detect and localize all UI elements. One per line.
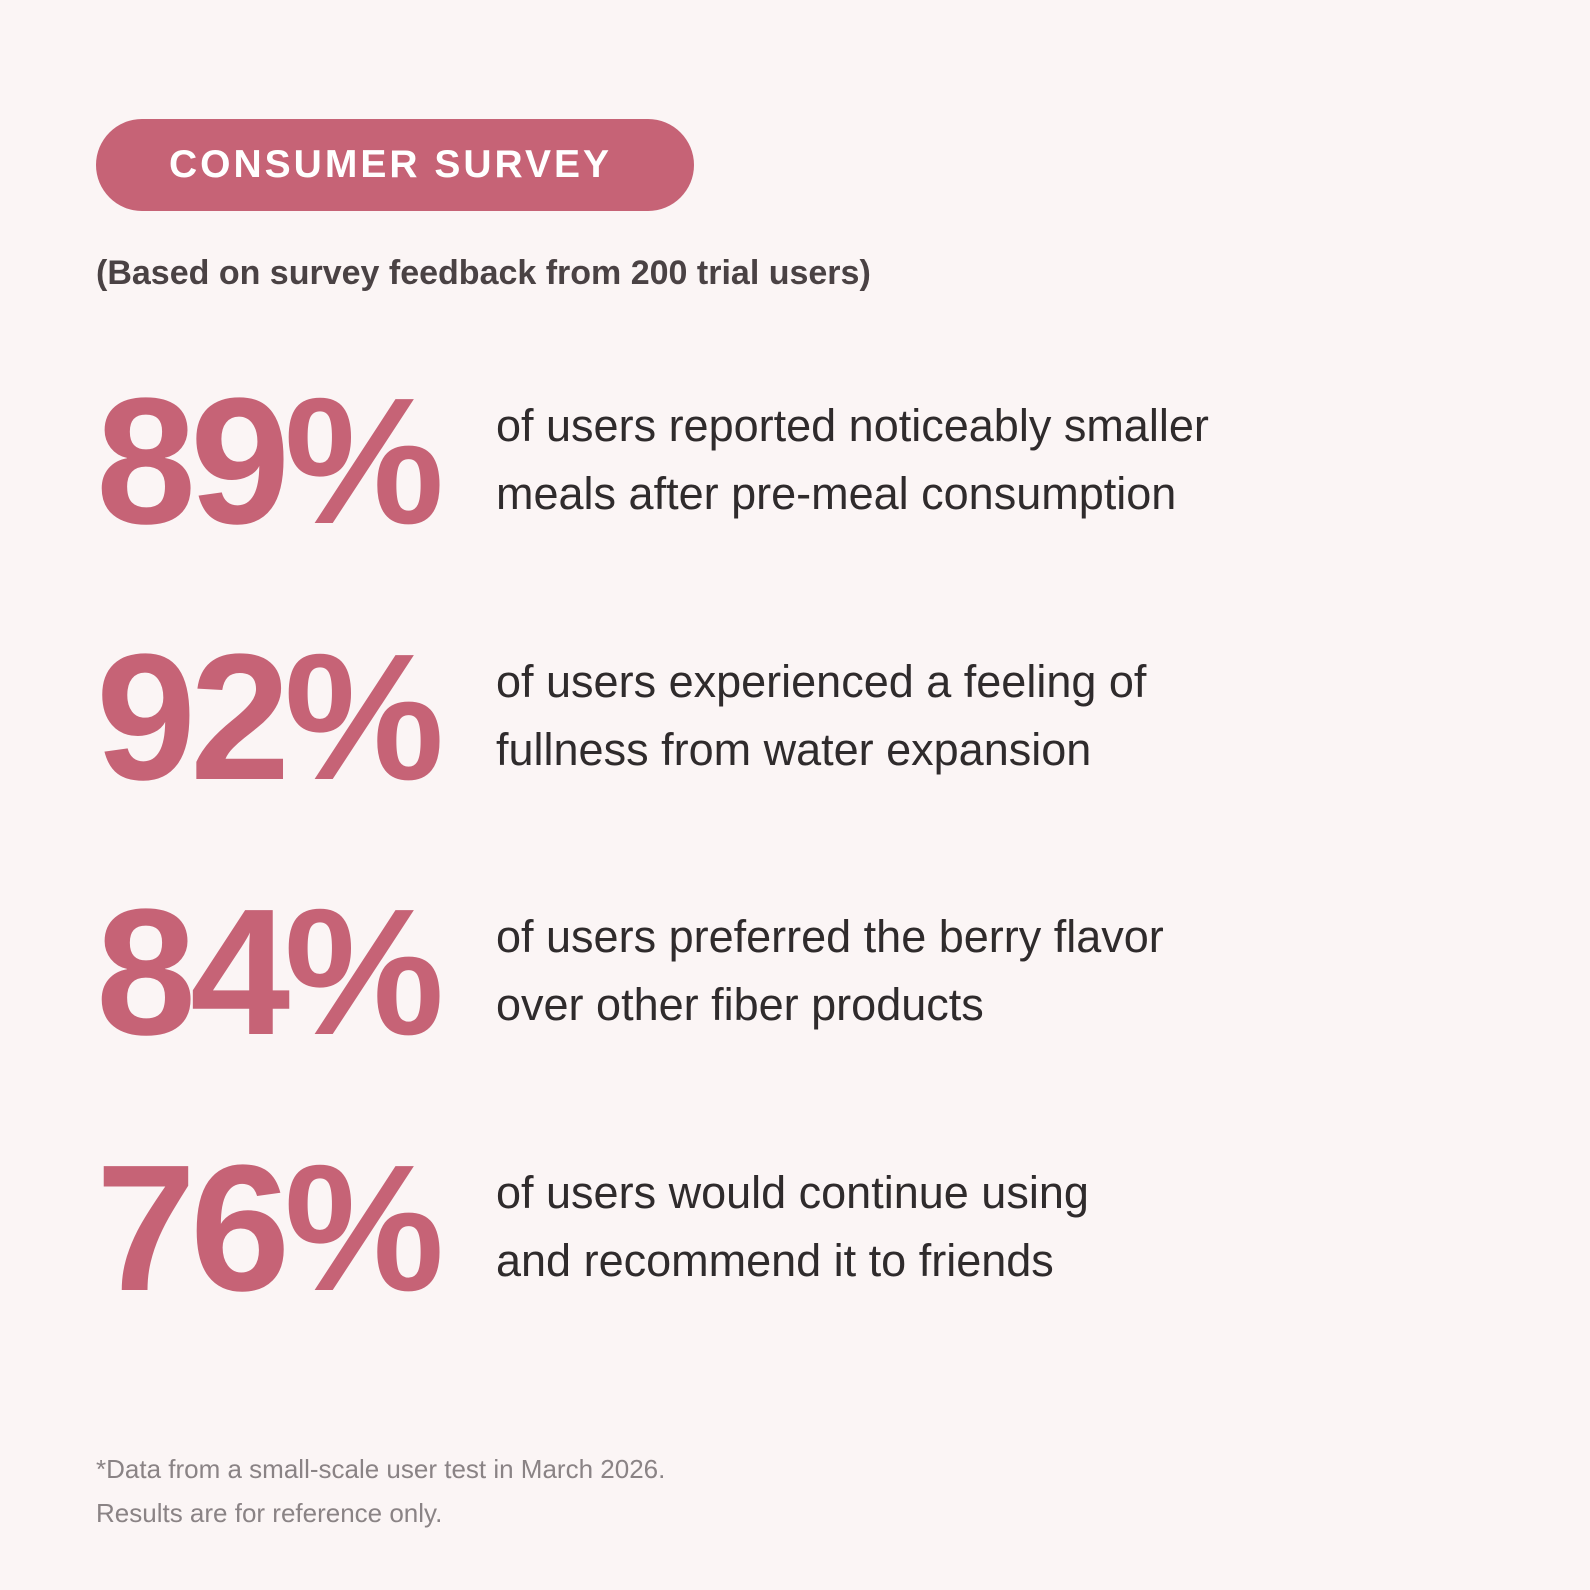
- stat-description-line: meals after pre-meal consumption: [496, 468, 1177, 519]
- stat-percentage: 84%: [96, 872, 444, 1073]
- stat-description-line: and recommend it to friends: [496, 1235, 1054, 1286]
- footnote-line: *Data from a small-scale user test in Ma…: [96, 1454, 666, 1484]
- stat-description: of users would continue using and recomm…: [496, 1159, 1416, 1295]
- stat-item: 84% of users preferred the berry flavor …: [96, 872, 1496, 1073]
- stat-description-line: fullness from water expansion: [496, 724, 1092, 775]
- footnote-line: Results are for reference only.: [96, 1498, 443, 1528]
- stat-description: of users preferred the berry flavor over…: [496, 903, 1416, 1039]
- stat-description-line: of users experienced a feeling of: [496, 656, 1147, 707]
- stat-description-line: of users reported noticeably smaller: [496, 400, 1209, 451]
- badge-label: CONSUMER SURVEY: [169, 143, 613, 186]
- survey-badge: CONSUMER SURVEY: [96, 119, 694, 211]
- stat-item: 76% of users would continue using and re…: [96, 1128, 1496, 1329]
- stat-description-line: of users preferred the berry flavor: [496, 911, 1164, 962]
- stat-percentage: 89%: [96, 361, 444, 562]
- stat-description-line: over other fiber products: [496, 979, 984, 1030]
- stat-item: 89% of users reported noticeably smaller…: [96, 361, 1496, 562]
- survey-subtitle: (Based on survey feedback from 200 trial…: [96, 254, 871, 292]
- stat-percentage: 92%: [96, 617, 444, 818]
- stat-description: of users reported noticeably smaller mea…: [496, 392, 1416, 528]
- stat-description: of users experienced a feeling of fullne…: [496, 648, 1416, 784]
- stat-description-line: of users would continue using: [496, 1167, 1089, 1218]
- footnote: *Data from a small-scale user test in Ma…: [96, 1447, 665, 1535]
- stat-percentage: 76%: [96, 1128, 444, 1329]
- stat-item: 92% of users experienced a feeling of fu…: [96, 617, 1496, 818]
